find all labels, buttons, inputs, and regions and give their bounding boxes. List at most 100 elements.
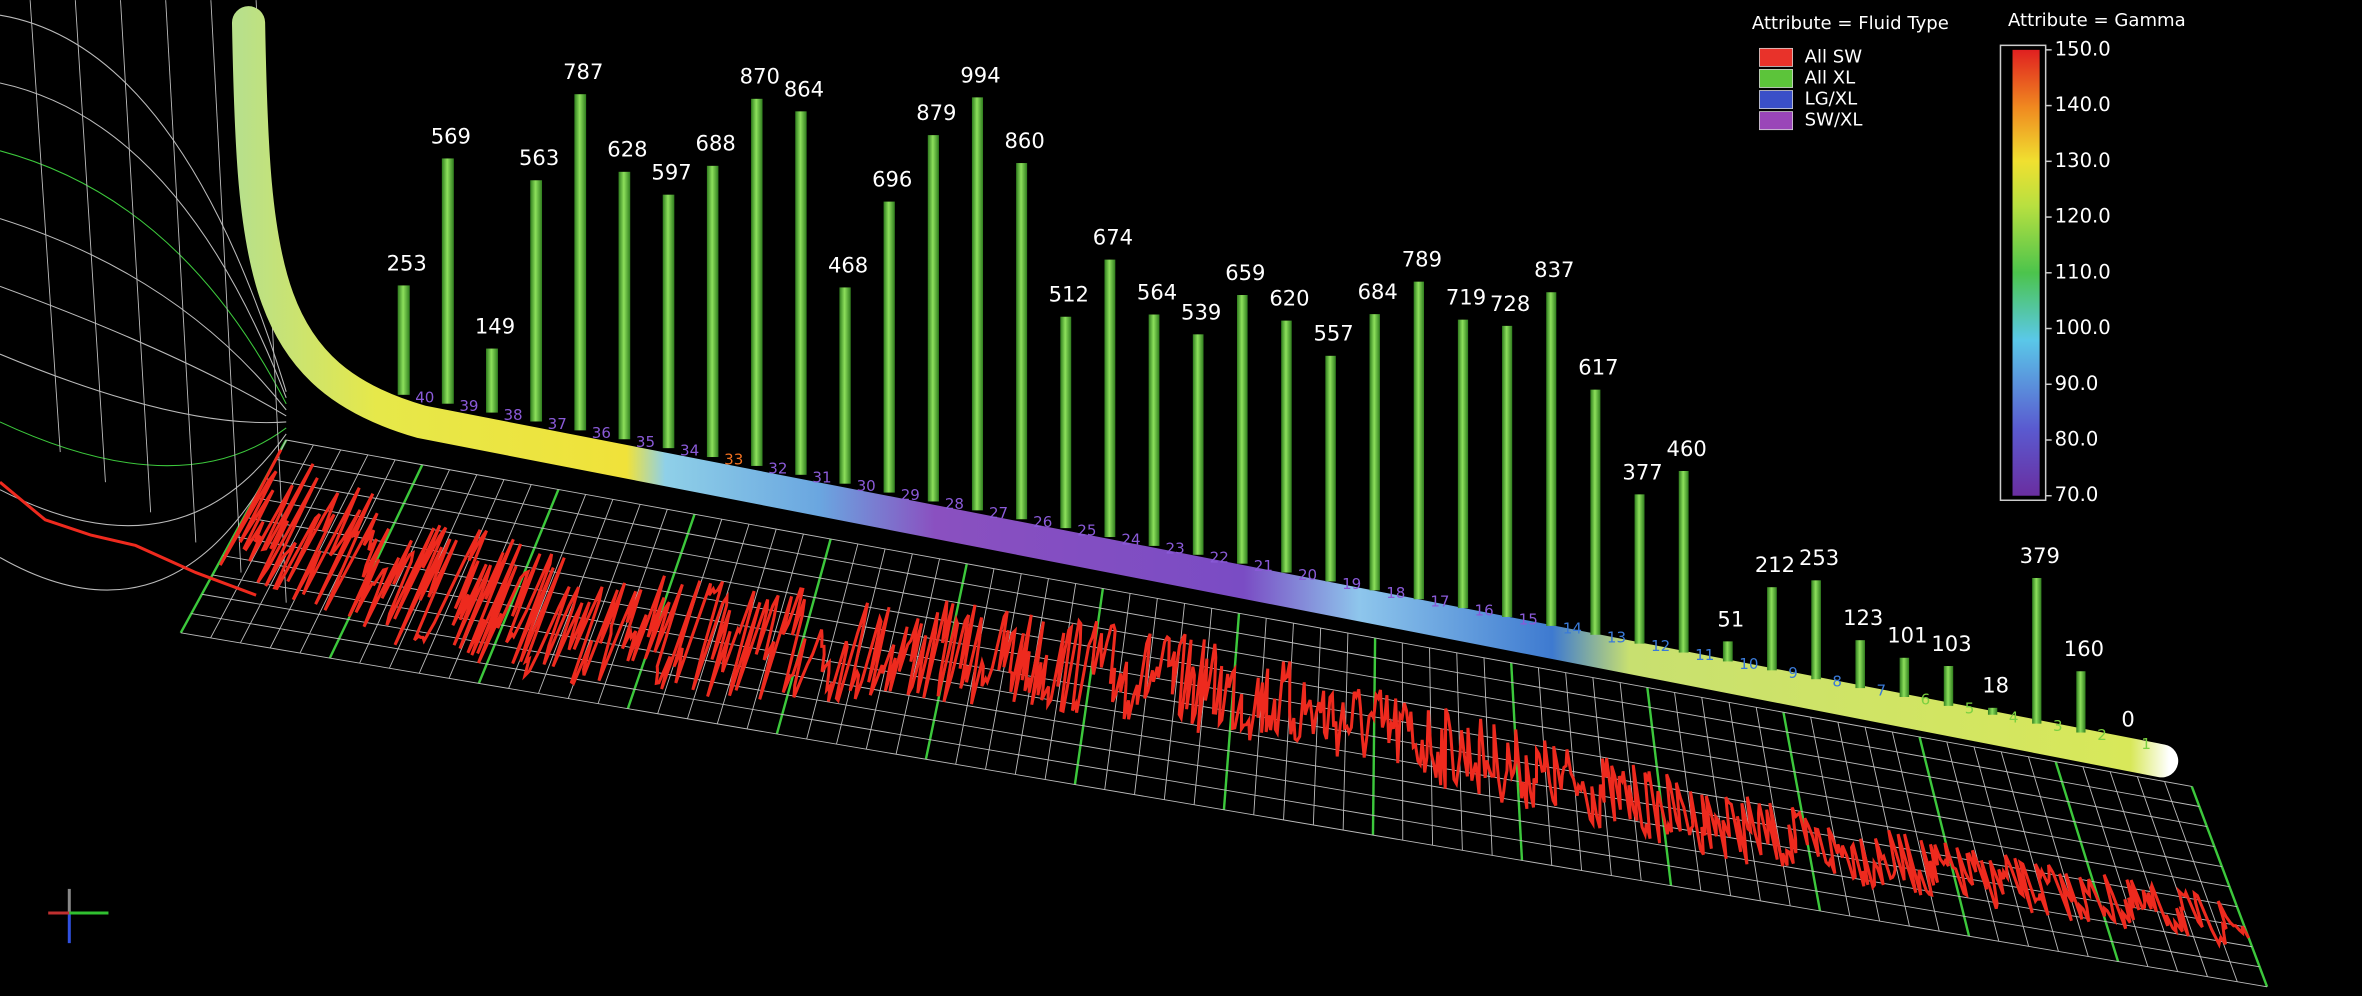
stage-label: 38 — [503, 406, 522, 424]
legend-label: All SW — [1805, 46, 1863, 67]
stage-label: 11 — [1695, 646, 1714, 664]
bar-value-label: 719 — [1446, 285, 1486, 310]
wellbore — [231, 6, 2179, 778]
bar-value-label: 994 — [960, 62, 1000, 87]
stage-label: 33 — [724, 451, 743, 469]
stage-label: 12 — [1651, 637, 1670, 655]
stage-label: 35 — [636, 433, 655, 451]
bar-value-label: 101 — [1887, 623, 1927, 648]
wall-grid — [74, 0, 106, 483]
legend-swatch — [1759, 90, 1793, 109]
bar-value-label: 123 — [1843, 605, 1883, 630]
bar — [1590, 389, 1601, 635]
bar-value-label: 696 — [872, 167, 912, 192]
colorbar-tick-label: 120.0 — [2055, 205, 2111, 228]
stage-label: 15 — [1519, 611, 1538, 629]
stage-label: 1 — [2141, 735, 2151, 753]
stage-label: 3 — [2053, 717, 2063, 735]
colorbar-tick-label: 150.0 — [2055, 37, 2111, 60]
grid-minor — [286, 439, 2192, 787]
stage-bars: 2534056939149385633778736628355973468833… — [387, 59, 2151, 753]
colorbar-tick-label: 100.0 — [2055, 316, 2111, 339]
grid-minor — [180, 632, 2268, 988]
bar-value-label: 103 — [1931, 631, 1971, 656]
bar-value-label: 51 — [1717, 606, 1744, 631]
bar — [662, 194, 675, 449]
bar — [1457, 319, 1469, 609]
bar — [1192, 334, 1204, 555]
stage-label: 19 — [1342, 575, 1361, 593]
wall-grid — [0, 150, 287, 405]
bar — [1281, 320, 1292, 573]
bar-value-label: 160 — [2064, 636, 2104, 661]
stage-label: 32 — [768, 459, 787, 477]
stage-label: 22 — [1210, 548, 1229, 566]
bar — [1546, 292, 1557, 626]
gamma-log — [0, 448, 2251, 949]
stage-label: 29 — [901, 486, 920, 504]
wall-grid — [29, 0, 61, 453]
gamma-trace-left — [0, 481, 257, 597]
stage-label: 30 — [857, 477, 876, 495]
bar — [1104, 259, 1116, 538]
wall-grid — [0, 433, 287, 527]
colorbar-tick-label: 130.0 — [2055, 149, 2111, 172]
stage-label: 14 — [1563, 619, 1582, 637]
bar-value-label: 557 — [1313, 321, 1353, 346]
stage-label: 7 — [1877, 682, 1887, 700]
bar — [927, 135, 939, 502]
colorbar-tick-label: 140.0 — [2055, 93, 2111, 116]
stage-label: 34 — [680, 442, 699, 460]
bar-value-label: 674 — [1093, 225, 1133, 250]
bar — [1943, 666, 1954, 706]
bar — [1325, 355, 1336, 582]
bar — [1899, 657, 1910, 697]
bar — [2076, 671, 2086, 733]
grid-minor — [212, 574, 2245, 928]
stage-label: 6 — [1921, 691, 1931, 709]
bar — [486, 348, 498, 413]
bar — [1811, 580, 1821, 680]
bar-value-label: 870 — [740, 64, 780, 89]
bar-value-label: 860 — [1005, 128, 1045, 153]
bar — [1634, 494, 1645, 644]
bar-value-label: 620 — [1269, 286, 1309, 311]
wall-grid — [0, 439, 287, 591]
wall-grid — [0, 82, 287, 399]
bar — [530, 180, 543, 422]
bar-value-label: 569 — [431, 123, 471, 148]
stage-label: 16 — [1475, 602, 1494, 620]
axis-gizmo — [48, 888, 109, 944]
bar-value-label: 512 — [1049, 282, 1089, 307]
stage-label: 8 — [1832, 673, 1842, 691]
legend-label: All XL — [1805, 67, 1856, 88]
bar-value-label: 597 — [651, 160, 691, 185]
stage-label: 18 — [1386, 584, 1405, 602]
bar-value-label: 253 — [1799, 545, 1839, 570]
grid-minor — [191, 613, 2260, 968]
bar — [1016, 163, 1028, 520]
bar-value-label: 149 — [475, 313, 515, 338]
bar — [1502, 325, 1513, 618]
stage-label: 17 — [1430, 593, 1449, 611]
bar — [706, 165, 719, 458]
bar-value-label: 563 — [519, 145, 559, 170]
bar — [1855, 640, 1866, 689]
stage-label: 10 — [1739, 655, 1758, 673]
colorbar-tick-label: 80.0 — [2055, 428, 2099, 451]
stage-label: 23 — [1166, 539, 1185, 557]
stage-label: 4 — [2009, 708, 2019, 726]
bar-value-label: 864 — [784, 76, 824, 101]
bar-value-label: 564 — [1137, 279, 1177, 304]
wall-grid — [0, 353, 287, 424]
bar-value-label: 0 — [2121, 706, 2134, 731]
grid-minor — [201, 593, 2253, 948]
stage-label: 20 — [1298, 566, 1317, 584]
colorbar-gradient — [2012, 49, 2040, 496]
legend-swatch — [1759, 111, 1793, 131]
legend-label: SW/XL — [1805, 110, 1863, 131]
stage-label: 9 — [1788, 664, 1798, 682]
colorbar-tick-label: 110.0 — [2055, 260, 2111, 283]
bar — [1236, 295, 1248, 564]
